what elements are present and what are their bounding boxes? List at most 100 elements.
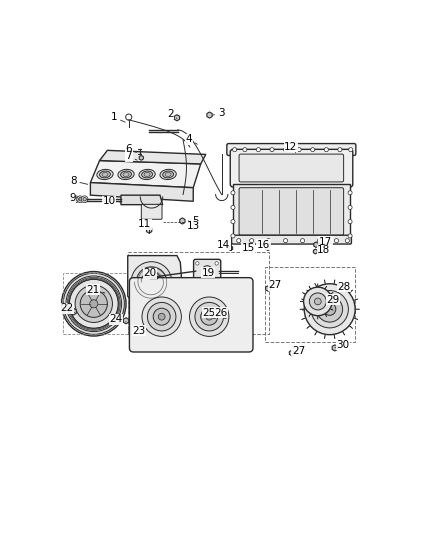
Polygon shape [139,156,143,160]
Circle shape [74,198,78,201]
Circle shape [69,279,118,328]
Polygon shape [233,184,350,239]
Circle shape [348,205,352,209]
Text: 27: 27 [268,280,281,290]
Ellipse shape [144,172,150,176]
Polygon shape [353,318,358,320]
Circle shape [231,205,235,209]
Ellipse shape [99,171,110,178]
Circle shape [224,315,226,317]
Ellipse shape [102,172,108,176]
Circle shape [297,148,301,152]
Ellipse shape [139,169,155,180]
Polygon shape [146,227,152,233]
FancyBboxPatch shape [239,188,344,235]
Text: 19: 19 [201,268,215,278]
Polygon shape [349,325,353,328]
Circle shape [348,220,352,224]
Polygon shape [342,331,345,335]
Ellipse shape [120,171,131,178]
Circle shape [304,287,332,316]
FancyBboxPatch shape [130,278,253,352]
Circle shape [318,239,321,243]
Circle shape [206,313,212,320]
Text: 6: 6 [125,144,137,154]
Polygon shape [330,309,333,310]
Circle shape [283,148,288,152]
Ellipse shape [118,169,134,180]
Text: 17: 17 [319,237,332,247]
Text: 18: 18 [317,245,331,255]
Circle shape [63,273,124,334]
FancyBboxPatch shape [141,204,162,219]
Circle shape [202,266,212,277]
Polygon shape [342,283,345,287]
Text: 8: 8 [70,176,88,186]
Polygon shape [302,318,306,320]
Polygon shape [90,160,201,188]
Polygon shape [307,290,311,293]
Polygon shape [349,290,353,293]
Text: 2: 2 [167,109,177,119]
Polygon shape [71,308,76,315]
Circle shape [231,234,235,238]
Circle shape [324,303,336,316]
Text: 15: 15 [242,243,255,253]
Polygon shape [309,313,311,317]
Circle shape [335,239,339,243]
Circle shape [131,262,172,302]
Circle shape [78,198,82,201]
Circle shape [233,148,237,152]
Circle shape [311,290,348,328]
FancyBboxPatch shape [230,149,353,187]
Ellipse shape [123,172,129,176]
Text: 24: 24 [109,314,126,325]
Circle shape [212,313,217,318]
Polygon shape [99,150,206,164]
Polygon shape [307,325,311,328]
FancyBboxPatch shape [194,260,221,283]
FancyBboxPatch shape [232,235,351,244]
Circle shape [158,313,165,320]
Text: 10: 10 [102,196,121,206]
Circle shape [196,278,199,281]
FancyBboxPatch shape [239,154,344,182]
Polygon shape [353,299,358,301]
Polygon shape [334,280,335,284]
Text: 23: 23 [132,326,145,336]
Ellipse shape [165,172,171,176]
Polygon shape [330,293,333,295]
Ellipse shape [160,169,176,180]
Polygon shape [325,286,327,289]
Ellipse shape [162,171,173,178]
Circle shape [300,239,304,243]
Circle shape [304,284,355,335]
Polygon shape [121,195,162,205]
Text: 28: 28 [338,282,351,292]
Circle shape [81,196,88,203]
Circle shape [237,239,241,243]
Polygon shape [180,218,185,224]
Circle shape [90,300,98,308]
Polygon shape [314,242,318,247]
Circle shape [77,196,84,203]
Polygon shape [290,350,294,356]
Circle shape [349,148,353,152]
Text: 13: 13 [187,221,201,231]
FancyBboxPatch shape [227,143,356,156]
Circle shape [256,148,261,152]
Circle shape [338,148,342,152]
Ellipse shape [141,171,152,178]
Circle shape [243,148,247,152]
Circle shape [314,298,321,305]
Polygon shape [124,318,129,324]
Circle shape [142,297,181,336]
Text: 9: 9 [69,193,80,203]
Circle shape [148,302,176,331]
Circle shape [141,272,162,292]
Circle shape [66,276,122,332]
Polygon shape [266,246,270,251]
Polygon shape [314,283,317,287]
Circle shape [231,191,235,195]
Text: 30: 30 [335,340,349,350]
